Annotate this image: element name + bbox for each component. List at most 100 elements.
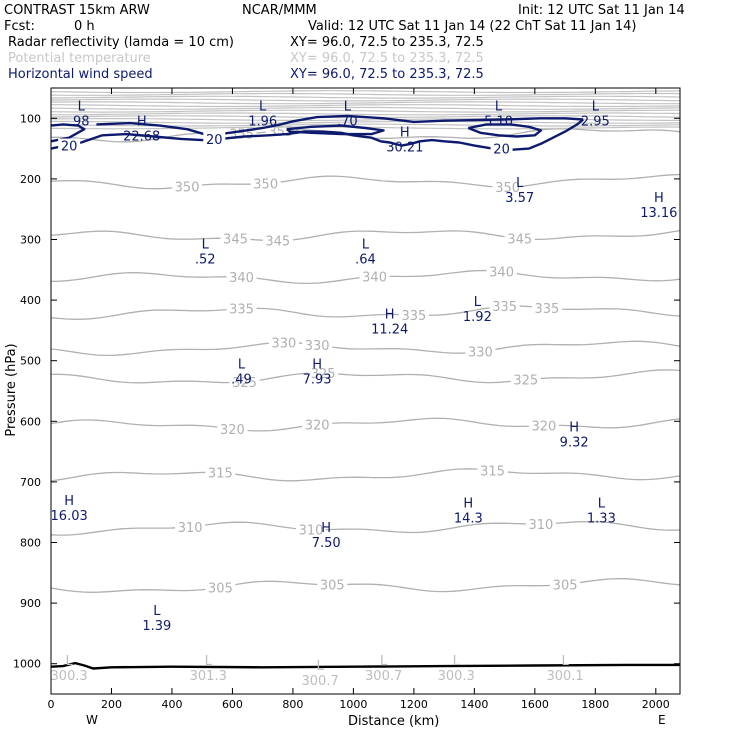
extremum-value: 1.92 xyxy=(463,310,492,325)
theta-contour-label: 305 xyxy=(553,578,578,593)
theta-contour-label: 325 xyxy=(311,367,336,382)
theta-contour-label: 350 xyxy=(175,180,200,195)
theta-label-bg xyxy=(229,375,260,390)
theta-label-bg xyxy=(172,179,203,194)
theta-label-bg xyxy=(525,516,556,531)
theta-contour-upper xyxy=(51,104,681,108)
extremum-value: 14.3 xyxy=(454,511,483,526)
extremum-type: L xyxy=(598,496,606,511)
extremum-value: 300.3 xyxy=(438,669,475,684)
extremum-type: L xyxy=(561,654,569,669)
theta-contour-315 xyxy=(50,468,681,482)
extremum-type: L xyxy=(362,238,370,253)
extremum-value: 3.57 xyxy=(505,191,534,206)
theta-label-bg xyxy=(486,264,517,279)
x-tick-label: 0 xyxy=(48,698,55,711)
theta-label-bg xyxy=(268,335,299,350)
wind-contour-20 xyxy=(467,123,543,138)
extremum-type: L xyxy=(453,654,461,669)
theta-contour-label: 335 xyxy=(492,300,517,315)
theta-contour-label: 320 xyxy=(305,418,330,433)
extremum-value: 300.1 xyxy=(546,669,583,684)
theta-label-bg xyxy=(175,519,206,534)
extremum-value: .70 xyxy=(337,114,358,129)
theta-label-bg xyxy=(477,463,508,478)
init-time: Init: 12 UTC Sat 11 Jan 14 xyxy=(518,3,685,18)
extremum-type: H xyxy=(137,115,147,130)
theta-label-bg xyxy=(217,421,248,436)
wind-contour-20 xyxy=(50,118,584,151)
extremum-type: H xyxy=(385,307,395,322)
terrain-surface xyxy=(50,661,680,670)
theta-contour-upper xyxy=(50,109,680,113)
theta-contour-label: 340 xyxy=(362,271,387,286)
extremum-value: .52 xyxy=(195,253,216,268)
theta-contour-label: 335 xyxy=(401,309,426,324)
extremum-value: 5.10 xyxy=(484,114,513,129)
theta-contour-335 xyxy=(50,305,681,320)
extremum-value: 7.93 xyxy=(303,373,332,388)
extremum-value: 301.3 xyxy=(190,669,227,684)
theta-label-bg xyxy=(296,522,327,537)
theta-label-bg xyxy=(226,301,257,316)
extremum-value: 300.7 xyxy=(365,669,402,684)
theta-contour-label: 315 xyxy=(480,464,505,479)
theta-contour-label: 305 xyxy=(208,581,233,596)
x-axis-label: Distance (km) xyxy=(348,714,439,729)
extremum-type: L xyxy=(592,99,600,114)
x-tick-label: 1600 xyxy=(521,698,549,711)
model-title: CONTRAST 15km ARW xyxy=(4,3,150,18)
axes: 0 200 400 600 800 1000 1200 1400 1600 1800 2000 100… xyxy=(13,88,680,711)
theta-label-bg xyxy=(302,417,333,432)
theta-label-bg xyxy=(302,338,333,353)
theta-contour-label: 330 xyxy=(468,346,493,361)
theta-contour-320 xyxy=(50,417,681,432)
theta-label-bg xyxy=(531,301,562,316)
theta-label-bg xyxy=(308,366,339,381)
theta-contour-upper xyxy=(50,90,681,94)
extremum-value: 22.68 xyxy=(123,130,160,145)
extremum-value: .64 xyxy=(355,253,376,268)
theta-label-bg xyxy=(317,577,348,592)
y-tick-label: 1000 xyxy=(13,658,41,671)
y-tick-label: 100 xyxy=(20,112,41,125)
x-tick-label: 1800 xyxy=(581,698,609,711)
extremum-type: L xyxy=(66,654,74,669)
extremum-value: 1.39 xyxy=(142,619,171,634)
theta-label-bg xyxy=(226,270,257,285)
theta-contour-label: 310 xyxy=(178,521,203,536)
extremum-value: 300.3 xyxy=(51,669,88,684)
extremum-value: 11.24 xyxy=(371,322,408,337)
extremum-type: L xyxy=(516,176,524,191)
y-tick-label: 800 xyxy=(20,537,41,550)
theta-contour-label: 335 xyxy=(229,303,254,318)
theta-label-bg xyxy=(398,307,429,322)
theta-label-bg xyxy=(205,465,236,480)
theta-contour-330 xyxy=(50,340,681,357)
theta-contour-label: 350 xyxy=(253,178,278,193)
theta-contour-label: 325 xyxy=(232,376,257,391)
west-label: W xyxy=(86,713,98,727)
extremum-value: 30.21 xyxy=(386,140,423,155)
extremum-type: H xyxy=(312,358,322,373)
theta-label-bg xyxy=(220,231,251,246)
extremum-type: H xyxy=(400,125,410,140)
theta-contour-upper xyxy=(51,112,681,116)
wind-speed-contours: 20 20 20 xyxy=(50,114,584,158)
theta-contour-label: 320 xyxy=(532,420,557,435)
x-tick-label: 1000 xyxy=(339,698,367,711)
theta-contour-label: 305 xyxy=(320,579,345,594)
theta-contour-305 xyxy=(50,577,681,593)
extremum-value: 7.50 xyxy=(312,536,341,551)
theta-label-bg xyxy=(262,233,293,248)
theta-contour-label: 325 xyxy=(513,374,538,389)
extremum-type: L xyxy=(344,99,352,114)
east-label: E xyxy=(658,713,666,727)
x-tick-label: 800 xyxy=(282,698,303,711)
extremum-value: 1.96 xyxy=(248,114,277,129)
extremum-type: H xyxy=(321,521,331,536)
theta-contour-upper xyxy=(51,95,681,99)
x-tick-label: 2000 xyxy=(642,698,670,711)
theta-label-bg xyxy=(550,577,581,592)
